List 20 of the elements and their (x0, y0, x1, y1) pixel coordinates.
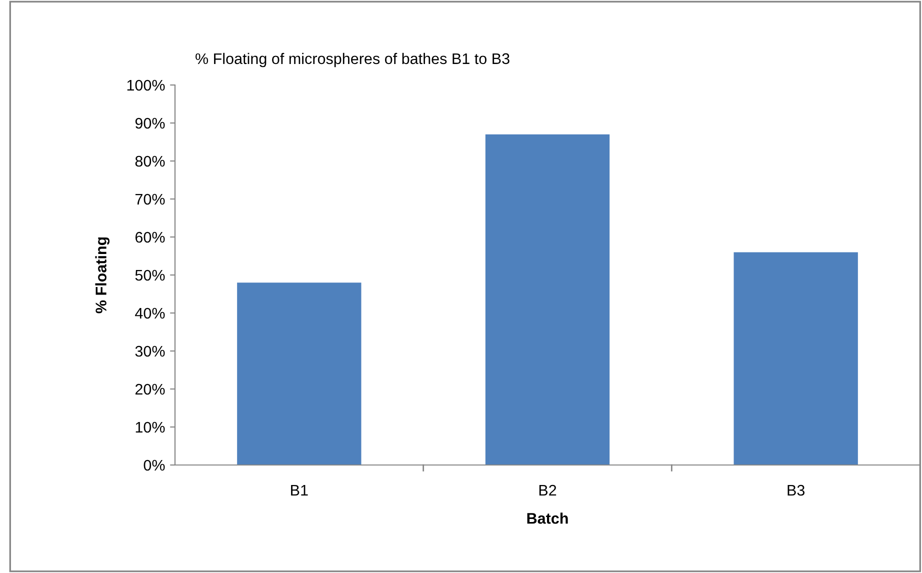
x-tick-label: B3 (788, 484, 805, 496)
bar (237, 282, 362, 465)
y-axis-title: % Floating (95, 237, 110, 314)
y-tick-label: 30% (135, 346, 165, 357)
x-tick-label: B2 (539, 484, 556, 496)
y-tick-label: 50% (135, 270, 165, 281)
x-tick-label: B1 (291, 485, 308, 496)
x-axis-title: Batch (527, 512, 568, 524)
y-tick-label: 20% (135, 384, 165, 395)
y-tick-label: 70% (135, 194, 165, 205)
bar (485, 134, 610, 465)
y-tick-label: 90% (135, 118, 165, 129)
y-tick-label: 0% (144, 460, 165, 471)
y-tick-label: 80% (135, 156, 165, 167)
y-tick-label: 60% (135, 232, 165, 243)
y-tick-label: 40% (135, 308, 165, 319)
y-tick-label: 100% (127, 80, 165, 91)
chart-title: % Floating of microspheres of bathes B1 to B3 (196, 52, 510, 68)
bar (734, 252, 858, 465)
y-tick-label: 10% (136, 422, 165, 433)
